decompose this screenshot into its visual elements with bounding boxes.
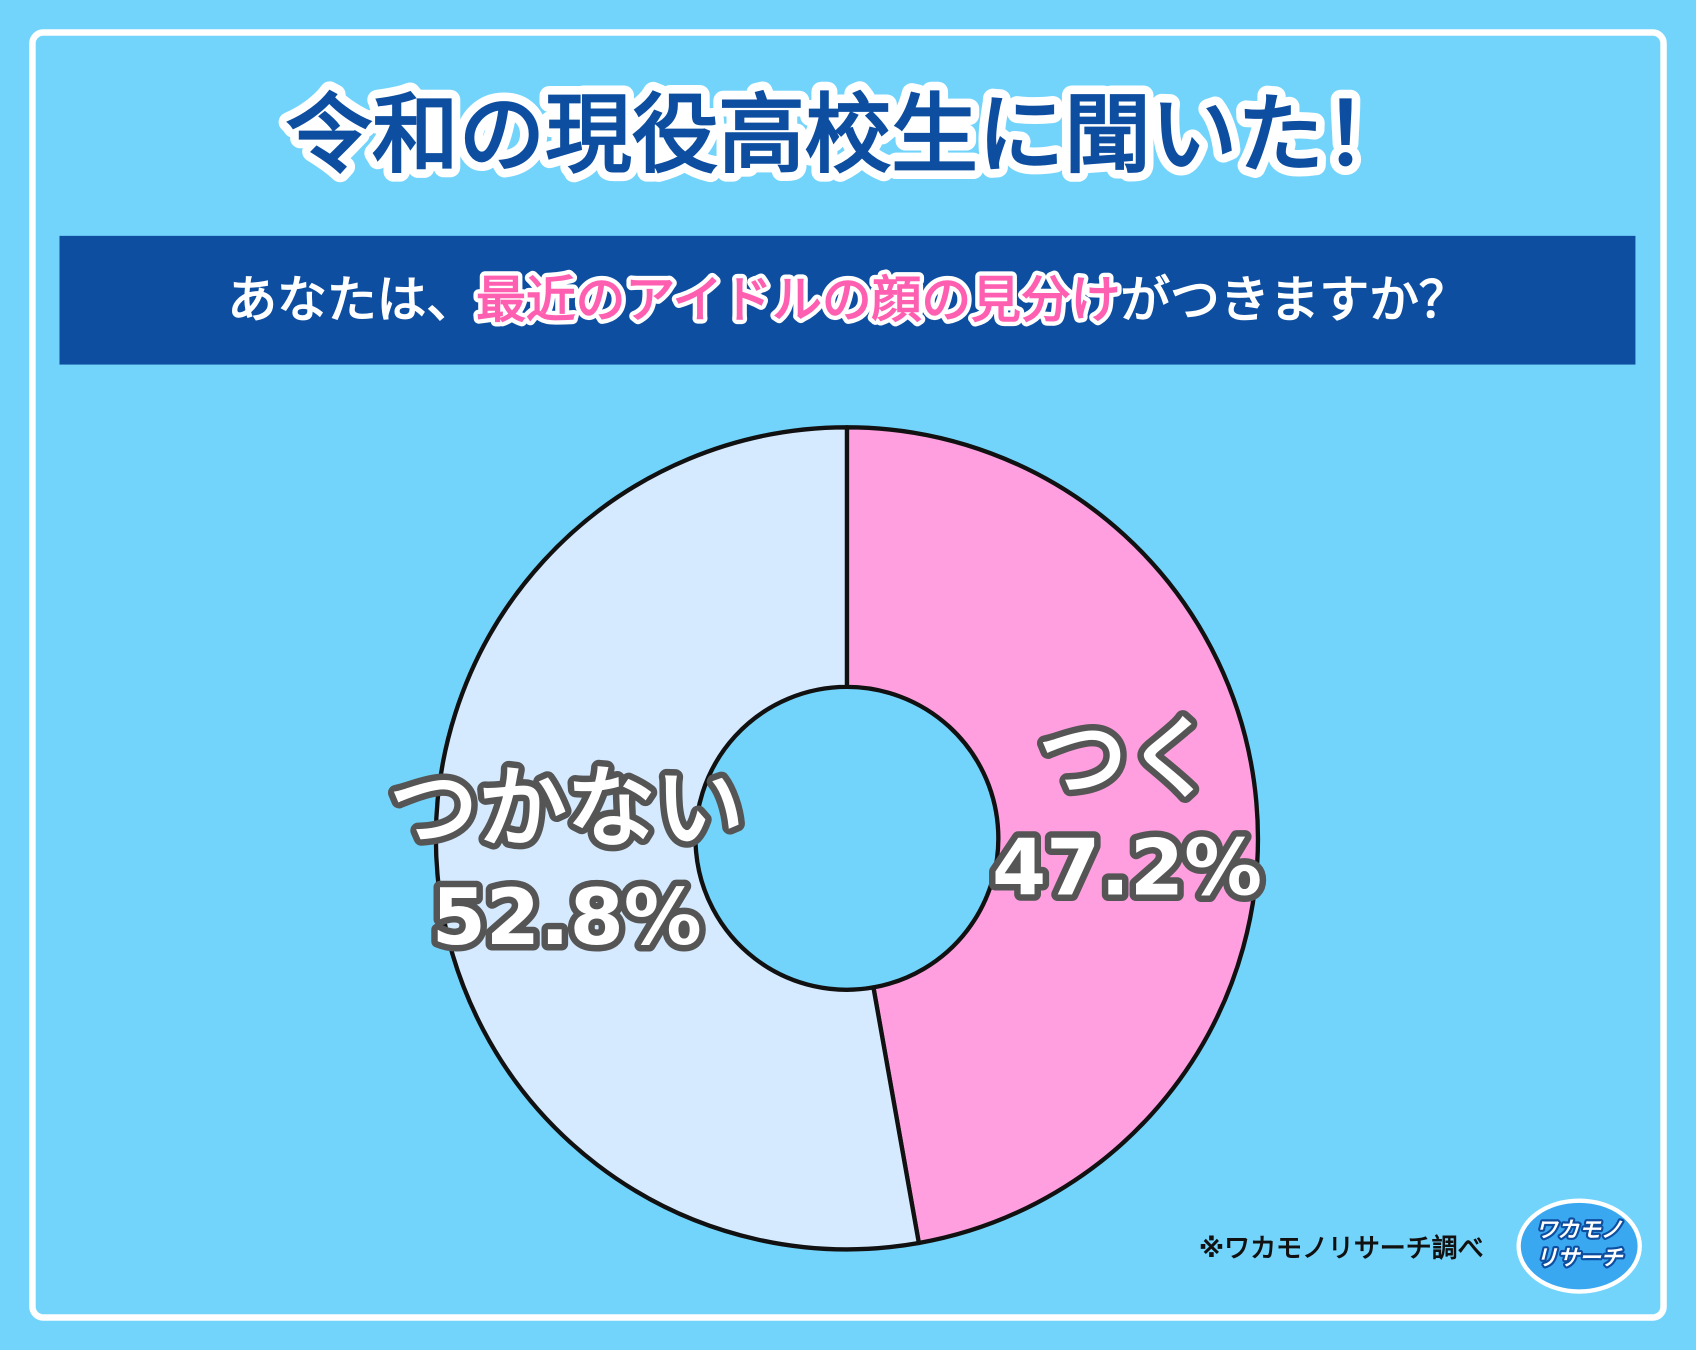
subtitle-part: がつきますか？ xyxy=(1120,270,1468,328)
subtitle-band xyxy=(59,235,1636,365)
chart-subtitle: あなたは、最近のアイドルの顔の見分けがつきますか？ xyxy=(227,270,1468,328)
subtitle-part: あなたは、 xyxy=(227,270,476,328)
chart-title: 令和の現役高校生に聞いた！ xyxy=(286,86,1411,186)
donut-segment xyxy=(844,425,1261,1246)
logo-badge xyxy=(1516,1198,1642,1294)
category-label: つく xyxy=(1038,707,1215,810)
subtitle-highlight: 最近のアイドルの顔の見分け xyxy=(476,270,1120,328)
logo-text: ワカモノ xyxy=(1536,1218,1623,1243)
logo: ワカモノ リサーチ xyxy=(1516,1198,1642,1294)
category-label: つかない xyxy=(389,757,744,860)
value-label: 47.2% xyxy=(992,824,1262,914)
value-label: 52.8% xyxy=(432,873,702,963)
logo-text: リサーチ xyxy=(1536,1246,1624,1271)
donut-segment xyxy=(433,425,922,1252)
source-note: ※ワカモノリサーチ調べ xyxy=(1199,1233,1484,1264)
frame xyxy=(29,29,1667,1321)
